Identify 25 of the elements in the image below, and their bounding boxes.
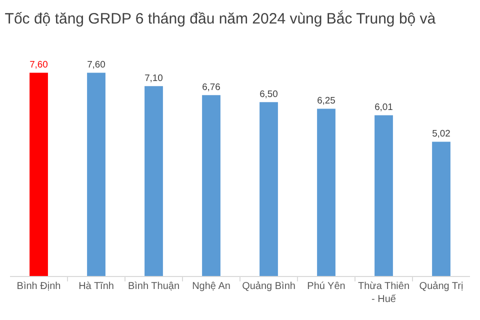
chart-title: Tốc độ tăng GRDP 6 tháng đầu năm 2024 vùng Bắc Trung bộ và [4,9,436,28]
data-label: 5,02 [432,128,450,140]
x-tick-label: Bình Định [16,281,61,292]
bar [317,108,336,276]
x-tick-label: Thừa Thiên - Huế [358,281,410,305]
bar [260,102,278,276]
data-label: 6,50 [260,88,278,100]
x-tick-label: Quảng Bình [242,281,296,292]
bar [374,115,393,276]
x-tick-label: Bình Thuận [128,281,180,292]
bar [432,142,450,276]
x-tick-label: Phú Yên [307,281,346,292]
bar [87,72,106,276]
data-label: 7,10 [144,72,163,84]
bar [144,86,163,276]
x-tick-label: Hà Tĩnh [78,281,114,292]
data-label: 7,60 [87,59,106,70]
data-label: 6,01 [374,102,393,114]
x-tick-label: Quảng Trị [419,281,464,292]
bar [202,95,220,276]
x-tick-label: Nghệ An [192,281,230,292]
data-label: 6,25 [317,96,336,107]
bar [30,72,48,276]
data-label: 6,76 [202,82,220,93]
data-label: 7,60 [30,59,48,70]
